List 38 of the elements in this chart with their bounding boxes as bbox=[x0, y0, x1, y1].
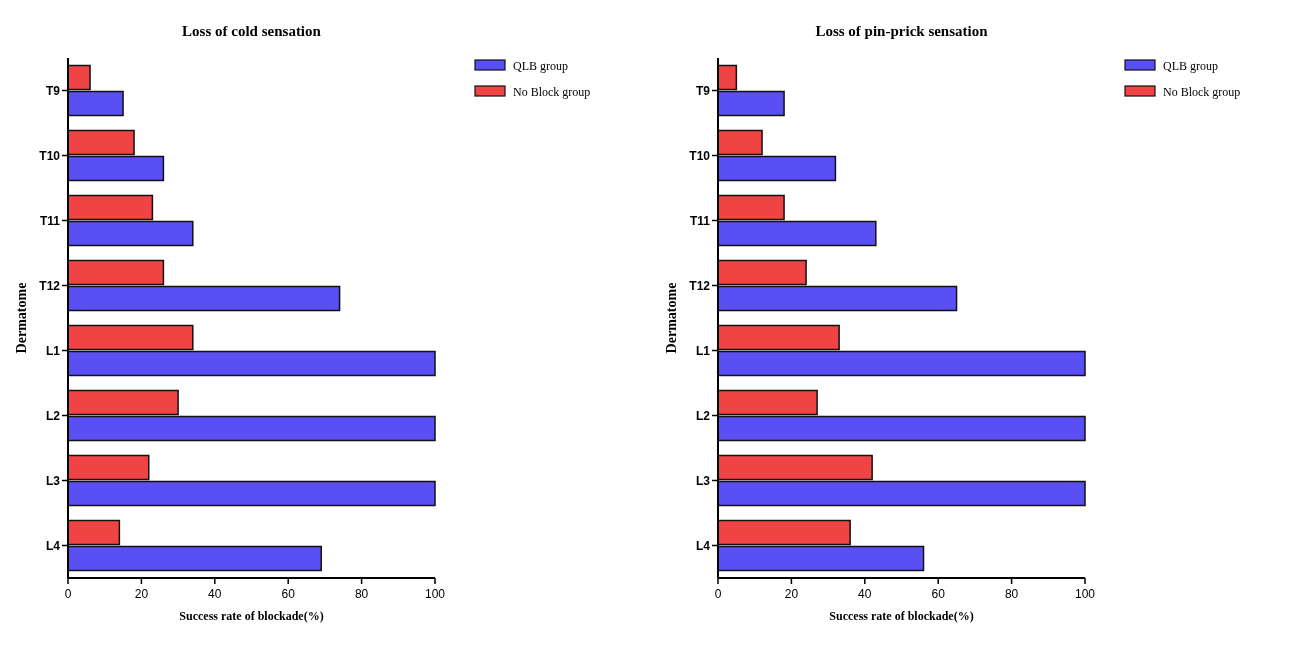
y-tick-label: T9 bbox=[695, 83, 711, 98]
legend-label: No Block group bbox=[513, 85, 591, 99]
x-axis-title: Success rate of blockade(%) bbox=[829, 609, 974, 623]
legend-label: No Block group bbox=[1163, 85, 1241, 99]
y-tick-label: T12 bbox=[689, 278, 711, 293]
x-tick-label: 0 bbox=[714, 587, 722, 601]
y-tick-label: L3 bbox=[695, 473, 711, 488]
x-tick-label: 60 bbox=[281, 587, 296, 601]
x-tick-label: 80 bbox=[354, 587, 369, 601]
x-tick-label: 40 bbox=[858, 587, 872, 601]
y-tick-label: T11 bbox=[39, 213, 61, 228]
y-tick-label: L4 bbox=[45, 538, 61, 553]
x-tick-label: 20 bbox=[784, 587, 799, 601]
y-tick-label: T12 bbox=[39, 278, 61, 293]
y-tick-label: L1 bbox=[695, 343, 711, 358]
x-tick-label: 100 bbox=[424, 587, 446, 601]
x-axis-title: Success rate of blockade(%) bbox=[179, 609, 324, 623]
y-tick-label: L2 bbox=[45, 408, 61, 423]
y-tick-label: T11 bbox=[689, 213, 711, 228]
chart-title: Loss of cold sensation bbox=[182, 23, 322, 39]
y-tick-label: T9 bbox=[45, 83, 61, 98]
x-tick-label: 60 bbox=[931, 587, 946, 601]
y-axis-title: Dermatome bbox=[664, 282, 679, 354]
x-tick-label: 0 bbox=[64, 587, 72, 601]
y-axis-title: Dermatome bbox=[14, 282, 29, 354]
x-tick-label: 80 bbox=[1004, 587, 1019, 601]
y-tick-label: L4 bbox=[695, 538, 711, 553]
y-tick-label: L1 bbox=[45, 343, 61, 358]
x-tick-label: 100 bbox=[1074, 587, 1096, 601]
legend-label: QLB group bbox=[513, 59, 568, 73]
y-tick-label: L2 bbox=[695, 408, 711, 423]
y-tick-label: L3 bbox=[45, 473, 61, 488]
x-tick-label: 40 bbox=[208, 587, 222, 601]
x-tick-label: 20 bbox=[134, 587, 149, 601]
legend-label: QLB group bbox=[1163, 59, 1218, 73]
y-tick-label: T10 bbox=[689, 148, 711, 163]
y-tick-label: T10 bbox=[39, 148, 61, 163]
chart-title: Loss of pin-prick sensation bbox=[815, 23, 989, 39]
